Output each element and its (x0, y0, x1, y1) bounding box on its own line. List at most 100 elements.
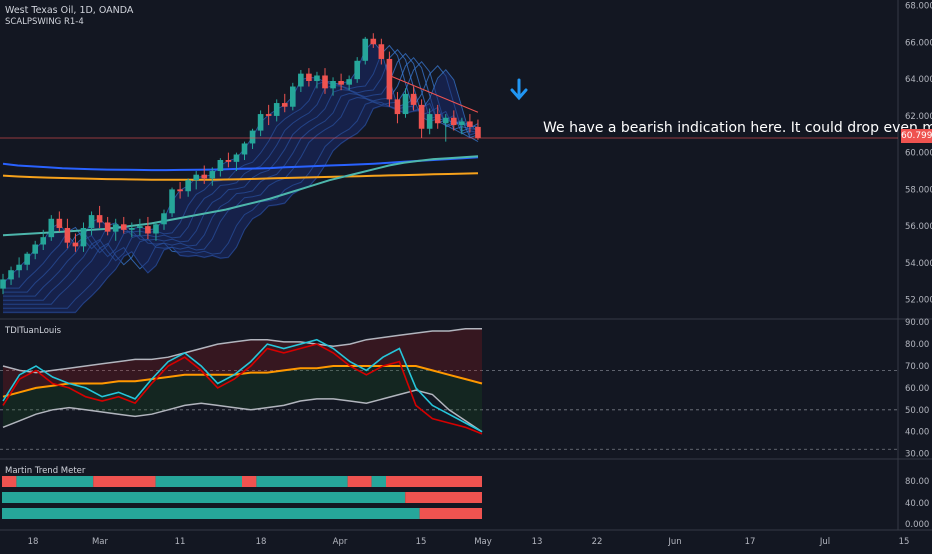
candle-body (233, 154, 240, 162)
candle-body (241, 143, 248, 155)
candle-body (290, 86, 296, 107)
candle-body (120, 224, 127, 230)
trend-meter-segment (419, 508, 482, 519)
time-tick-label: Mar (92, 537, 109, 547)
trend-meter-segment (155, 476, 242, 487)
price-tick-label: 64.000 (905, 75, 932, 85)
price-tick-label: 52.000 (905, 296, 932, 306)
candle-body (257, 114, 264, 131)
candle-body (112, 224, 119, 232)
candle-body (88, 215, 95, 228)
trend-meter-segment (93, 476, 156, 487)
candle-body (193, 174, 199, 181)
tdi-tick-label: 60.00 (905, 384, 929, 394)
candle-body (72, 242, 79, 247)
candle-body (426, 114, 433, 129)
candle-body (104, 222, 111, 232)
candle-body (129, 227, 135, 230)
time-tick-label: 11 (175, 537, 186, 547)
candle-body (8, 270, 14, 280)
candle-body (137, 226, 143, 228)
time-tick-label: Jun (667, 537, 681, 547)
time-tick-label: 18 (256, 537, 267, 547)
candle-body (475, 126, 481, 138)
candle-body (153, 224, 159, 234)
tdi-pane-label[interactable]: TDITuanLouis (5, 326, 62, 336)
candle-body (217, 160, 224, 172)
candle-body (64, 227, 71, 243)
candle-body (378, 44, 385, 59)
candle-body (96, 215, 103, 223)
time-tick-label: Apr (333, 537, 348, 547)
candle-body (451, 117, 457, 126)
candle-body (306, 73, 312, 81)
mtm-tick-label: 80.00 (905, 477, 929, 487)
tdi-tick-label: 70.00 (905, 362, 929, 372)
candle-body (402, 93, 409, 115)
ma-blue-line (2, 156, 479, 172)
candle-body (459, 121, 465, 126)
down-arrow-icon (510, 78, 528, 101)
candle-body (145, 226, 151, 234)
trend-meter-segment (2, 492, 406, 503)
candle-body (467, 121, 473, 127)
tdi-signal-line (2, 343, 483, 435)
candle-body (418, 104, 425, 129)
mtm-pane-label[interactable]: Martin Trend Meter (5, 466, 86, 476)
time-tick-label: 17 (745, 537, 756, 547)
time-tick-label: 15 (416, 537, 427, 547)
ribbon-fill (3, 41, 478, 314)
candle-body (346, 79, 352, 85)
trend-meter-segment (371, 476, 386, 487)
candle-body (338, 81, 344, 85)
candle-body (80, 227, 87, 247)
tdi-lower-fill (3, 366, 482, 432)
time-tick-label: 15 (899, 537, 910, 547)
symbol-title[interactable]: West Texas Oil, 1D, OANDA (5, 5, 134, 16)
price-tick-label: 68.000 (905, 2, 932, 12)
candle-body (161, 213, 167, 225)
tdi-tick-label: 30.00 (905, 450, 929, 460)
mtm-tick-label: 0.000 (905, 520, 929, 530)
candle-body (410, 93, 417, 105)
tdi-upper-fill (3, 328, 482, 397)
ma-orange-line (2, 172, 479, 181)
candle-body (386, 58, 393, 100)
tdi-tick-label: 80.00 (905, 340, 929, 350)
candle-body (322, 75, 328, 89)
candle-body (24, 253, 30, 265)
price-tick-label: 62.000 (905, 112, 932, 122)
candle-body (32, 244, 38, 254)
tdi-price-line (2, 338, 483, 433)
price-tick-label: 54.000 (905, 259, 932, 269)
last-price-tag: 60.799 (901, 129, 932, 143)
price-tick-label: 56.000 (905, 222, 932, 232)
time-tick-label: 13 (532, 537, 543, 547)
price-tick-label: 66.000 (905, 38, 932, 48)
candle-body (0, 279, 6, 289)
price-tick-label: 58.000 (905, 185, 932, 195)
trend-meter-segment (2, 508, 420, 519)
candle-body (16, 264, 22, 271)
annotation-text[interactable]: We have a bearish indication here. It co… (543, 120, 932, 136)
trend-meter-segment (347, 476, 372, 487)
trend-meter-segment (16, 476, 94, 487)
candle-body (209, 171, 216, 179)
time-tick-label: Jul (819, 537, 830, 547)
price-tick-label: 60.000 (905, 149, 932, 159)
candle-body (225, 160, 232, 162)
candle-body (177, 189, 183, 192)
candle-body (370, 38, 377, 45)
tdi-tick-label: 90.00 (905, 318, 929, 328)
candle-body (48, 218, 55, 238)
time-tick-label: 18 (28, 537, 39, 547)
tdi-mid-band (2, 365, 483, 398)
tdi-tick-label: 40.00 (905, 428, 929, 438)
study-label[interactable]: SCALPSWING R1-4 (5, 17, 84, 27)
candle-body (40, 237, 47, 245)
candle-body (330, 81, 336, 89)
trend-meter-segment (242, 476, 257, 487)
candle-body (362, 38, 369, 61)
